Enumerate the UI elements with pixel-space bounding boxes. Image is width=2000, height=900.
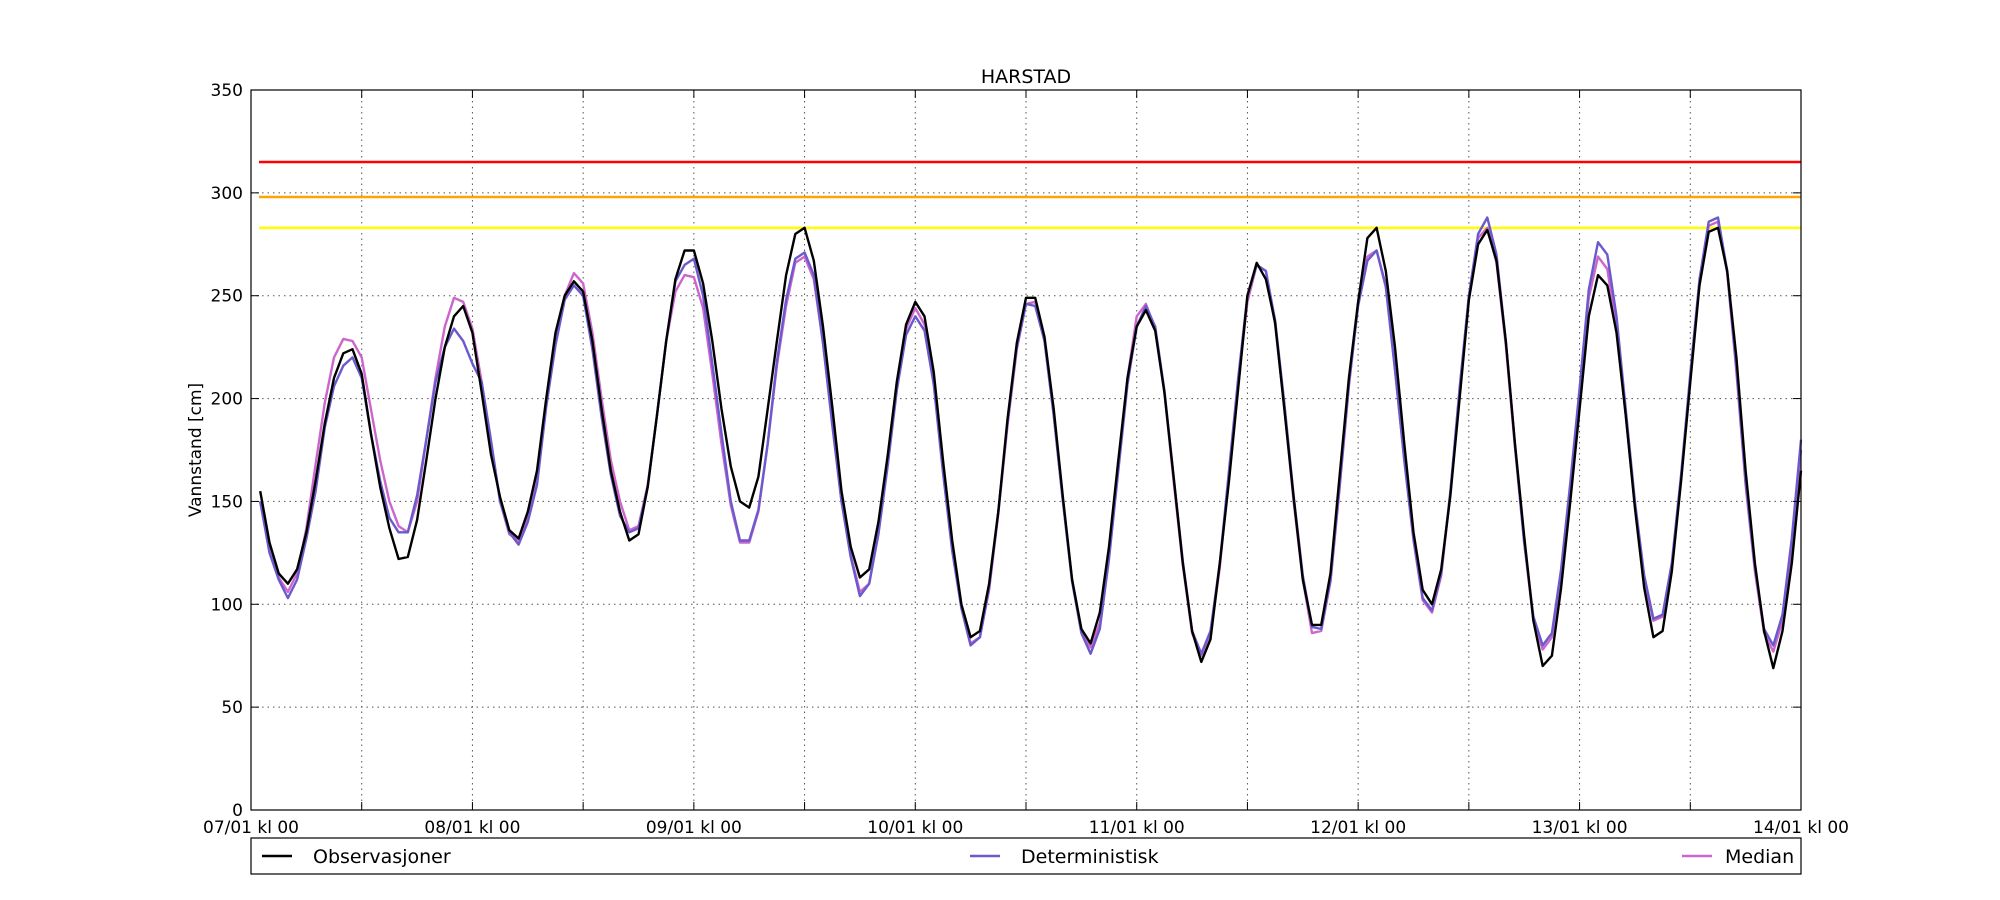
- x-tick-label: 10/01 kl 00: [867, 818, 963, 838]
- x-tick-label: 07/01 kl 00: [203, 818, 299, 838]
- legend: Observasjoner Deterministisk Median: [250, 837, 1802, 875]
- y-tick-label: 200: [211, 390, 243, 410]
- y-tick-label: 100: [211, 595, 243, 615]
- plot-frame: [250, 89, 1802, 811]
- y-axis-label: Vannstand [cm]: [186, 383, 206, 517]
- x-tick-label: 08/01 kl 00: [424, 818, 520, 838]
- x-tick-label: 11/01 kl 00: [1089, 818, 1185, 838]
- series-line-deterministisk: [259, 216, 1803, 655]
- y-tick-label: 50: [221, 698, 243, 718]
- x-tick-label: 13/01 kl 00: [1532, 818, 1628, 838]
- threshold-lines: [259, 160, 1801, 230]
- legend-label: Deterministisk: [1021, 846, 1159, 868]
- x-tick-label: 09/01 kl 00: [646, 818, 742, 838]
- x-tick-label: 12/01 kl 00: [1310, 818, 1406, 838]
- y-tick-label: 300: [211, 184, 243, 204]
- series-line-observasjoner: [259, 226, 1803, 670]
- y-tick-label: 350: [211, 81, 243, 101]
- grid-lines: [251, 90, 1801, 810]
- legend-label: Observasjoner: [313, 846, 451, 868]
- axis-ticks: 0 50 100 150 200 250 300 350 07/01 kl 00 08/01 kl…: [203, 81, 1849, 838]
- legend-label: Median: [1725, 846, 1794, 868]
- series-lines: [259, 216, 1803, 670]
- y-tick-label: 150: [211, 492, 243, 512]
- y-tick-label: 0: [232, 801, 243, 821]
- y-tick-label: 250: [211, 287, 243, 307]
- chart-title: HARSTAD: [981, 66, 1071, 88]
- legend-box: [250, 837, 1802, 875]
- series-line-median: [259, 220, 1803, 657]
- x-tick-label: 14/01 kl 00: [1753, 818, 1849, 838]
